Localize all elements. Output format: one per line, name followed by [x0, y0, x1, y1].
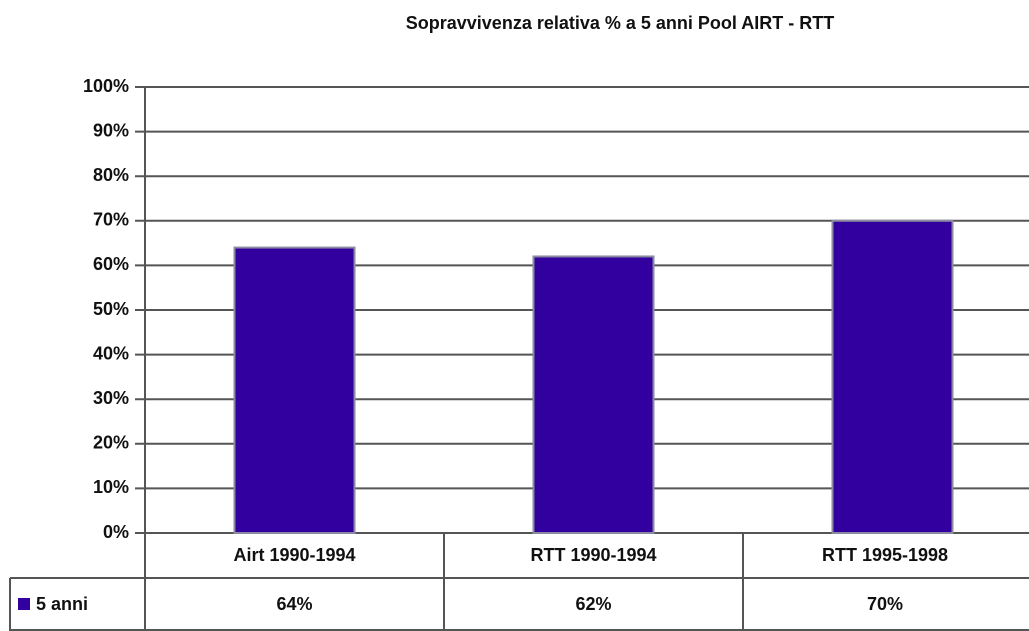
y-tick-label: 100%: [83, 76, 129, 96]
y-tick-label: 10%: [93, 477, 129, 497]
y-tick-label: 90%: [93, 120, 129, 140]
bar: [532, 255, 655, 534]
chart-title: Sopravvivenza relativa % a 5 anni Pool A…: [406, 13, 834, 33]
y-tick-label: 50%: [93, 299, 129, 319]
x-tick-label: Airt 1990-1994: [233, 545, 355, 565]
bar: [233, 246, 356, 534]
y-tick-label: 70%: [93, 210, 129, 230]
y-tick-label: 80%: [93, 165, 129, 185]
y-tick-label: 40%: [93, 343, 129, 363]
x-tick-label: RTT 1990-1994: [530, 545, 656, 565]
data-table-value: 64%: [276, 594, 312, 614]
data-table-value: 70%: [867, 594, 903, 614]
bar: [831, 219, 954, 535]
x-tick-label: RTT 1995-1998: [822, 545, 948, 565]
legend-key: [18, 598, 30, 610]
y-tick-label: 0%: [103, 522, 129, 542]
legend-label: 5 anni: [36, 594, 88, 614]
y-tick-label: 30%: [93, 388, 129, 408]
data-table-value: 62%: [575, 594, 611, 614]
y-tick-label: 20%: [93, 433, 129, 453]
y-tick-label: 60%: [93, 254, 129, 274]
